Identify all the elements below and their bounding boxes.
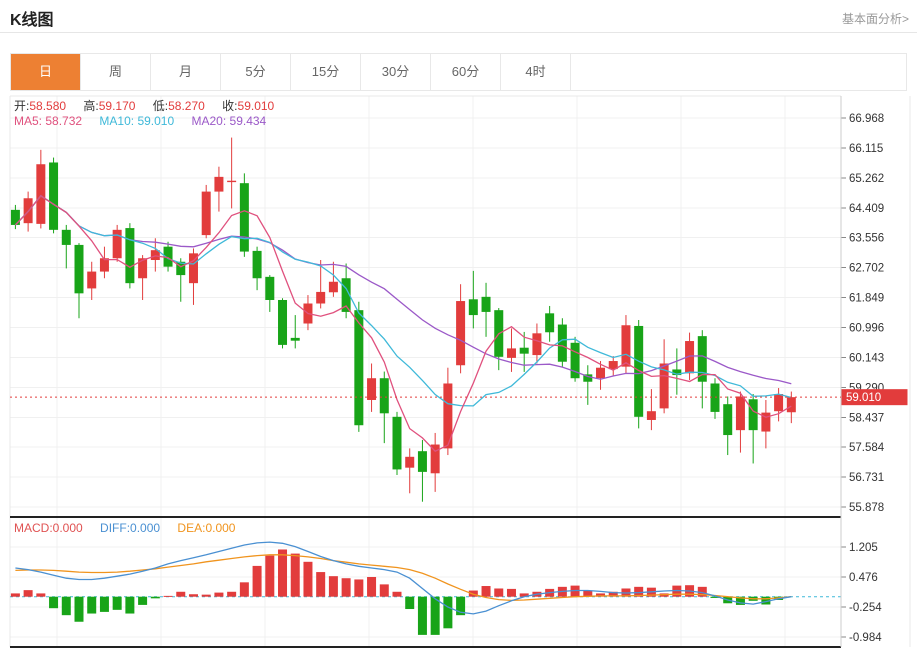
tab-15min[interactable]: 15分 xyxy=(291,54,361,90)
svg-text:60.996: 60.996 xyxy=(849,322,884,334)
ohlc-readout: 开:58.580 高:59.170 低:58.270 收:59.010 xyxy=(14,97,288,114)
open-readout: 开:58.580 xyxy=(14,99,67,113)
macd-value-readout: MACD:0.000 xyxy=(14,521,83,535)
svg-text:66.968: 66.968 xyxy=(849,113,884,125)
tab-30min[interactable]: 30分 xyxy=(361,54,431,90)
svg-text:58.437: 58.437 xyxy=(849,412,884,424)
page-title: K线图 xyxy=(10,12,54,29)
close-readout: 收:59.010 xyxy=(222,99,275,113)
tab-month[interactable]: 月 xyxy=(151,54,221,90)
svg-text:-0.254: -0.254 xyxy=(849,602,882,614)
header-divider xyxy=(0,32,917,33)
ma10-readout: MA10: 59.010 xyxy=(99,114,175,128)
diff-value-readout: DIFF:0.000 xyxy=(100,521,161,535)
svg-text:61.849: 61.849 xyxy=(849,293,884,305)
svg-text:59.010: 59.010 xyxy=(846,392,881,404)
svg-text:0.476: 0.476 xyxy=(849,572,878,584)
high-readout: 高:59.170 xyxy=(83,99,136,113)
ma-readout: MA5: 58.732 MA10: 59.010 MA20: 59.434 xyxy=(14,114,280,128)
ma5-readout: MA5: 58.732 xyxy=(14,114,83,128)
svg-text:65.262: 65.262 xyxy=(849,173,884,185)
tab-day[interactable]: 日 xyxy=(11,54,81,90)
dea-value-readout: DEA:0.000 xyxy=(177,521,236,535)
tab-week[interactable]: 周 xyxy=(81,54,151,90)
macd-readout: MACD:0.000 DIFF:0.000 DEA:0.000 xyxy=(14,521,249,535)
svg-text:62.702: 62.702 xyxy=(849,263,884,275)
fundamental-analysis-link[interactable]: 基本面分析> xyxy=(841,12,909,26)
tab-5min[interactable]: 5分 xyxy=(221,54,291,90)
ma20-readout: MA20: 59.434 xyxy=(191,114,267,128)
svg-text:55.878: 55.878 xyxy=(849,502,884,514)
svg-text:-0.984: -0.984 xyxy=(849,632,882,644)
svg-text:56.731: 56.731 xyxy=(849,472,884,484)
tab-60min[interactable]: 60分 xyxy=(431,54,501,90)
svg-text:63.556: 63.556 xyxy=(849,233,884,245)
svg-text:60.143: 60.143 xyxy=(849,352,884,364)
tab-4hour[interactable]: 4时 xyxy=(501,54,571,90)
svg-text:66.115: 66.115 xyxy=(849,143,883,155)
low-readout: 低:58.270 xyxy=(152,99,205,113)
svg-text:64.409: 64.409 xyxy=(849,203,884,215)
svg-text:57.584: 57.584 xyxy=(849,442,885,454)
interval-tabbar: 日 周 月 5分 15分 30分 60分 4时 xyxy=(10,53,907,91)
svg-text:1.205: 1.205 xyxy=(849,542,878,554)
